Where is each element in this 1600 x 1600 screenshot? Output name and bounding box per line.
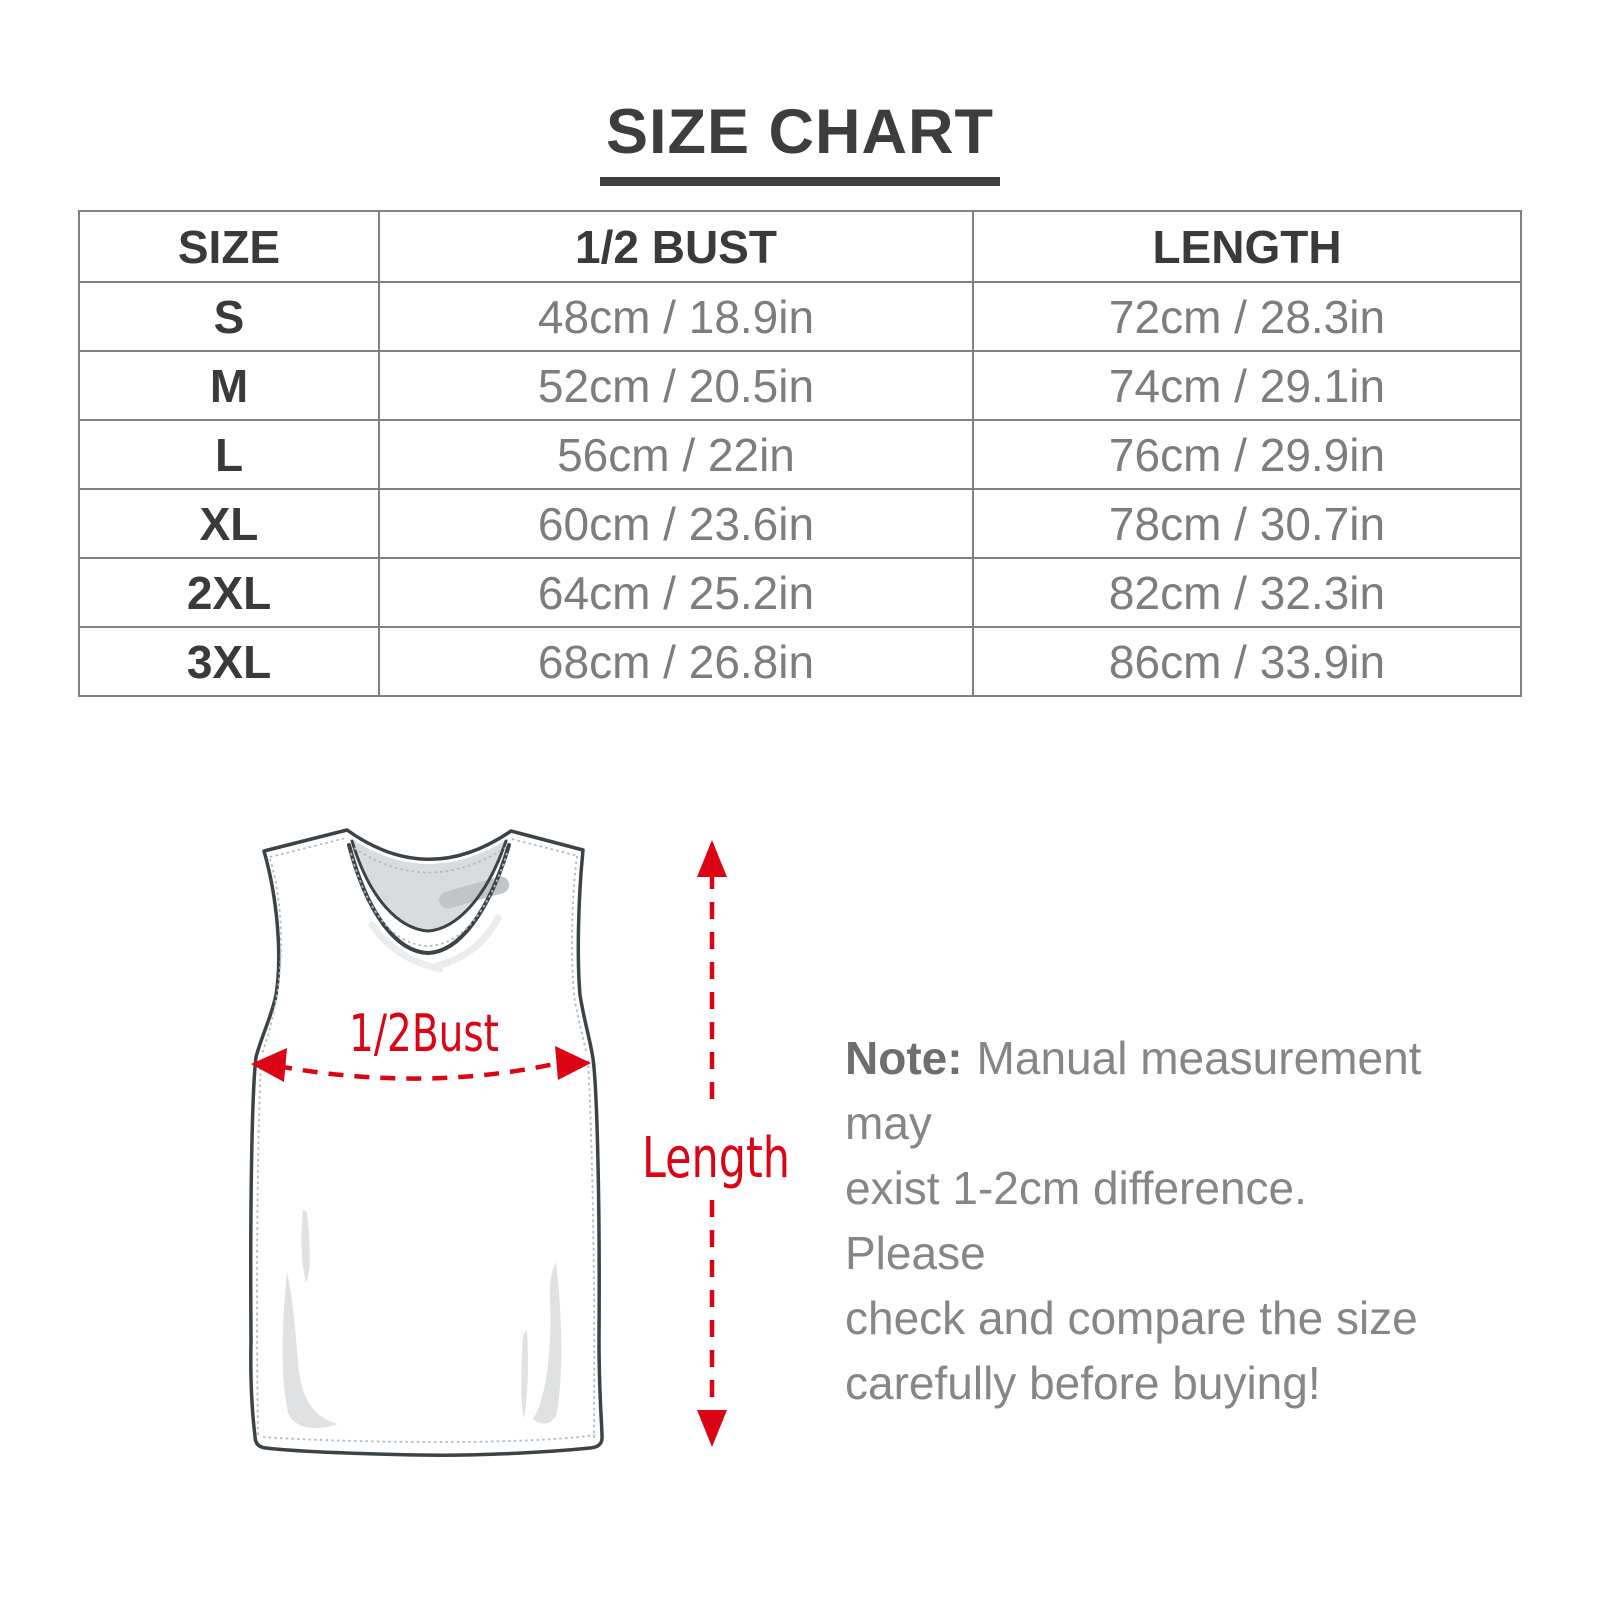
right-side-stitch <box>587 1059 596 1439</box>
table-row: S 48cm / 18.9in 72cm / 28.3in <box>78 281 1522 352</box>
length-value: 82cm / 32.3in <box>972 557 1522 628</box>
note-text: Note: Manual measurement may exist 1-2cm … <box>845 1026 1445 1416</box>
length-value: 74cm / 29.1in <box>972 350 1522 421</box>
wrinkle-bottom-right <box>533 1262 562 1424</box>
length-value: 72cm / 28.3in <box>972 281 1522 352</box>
note-line: check and compare the size <box>845 1292 1418 1344</box>
bust-value: 60cm / 23.6in <box>378 488 974 559</box>
bust-label: 1/2Bust <box>349 1004 499 1064</box>
wrinkle-right-small <box>521 1330 528 1418</box>
page-title: SIZE CHART <box>0 96 1600 186</box>
wrinkle-left-small <box>301 1210 310 1282</box>
table-row: XL 60cm / 23.6in 78cm / 30.7in <box>78 488 1522 559</box>
size-value: XL <box>78 488 380 559</box>
note-line: carefully before buying! <box>845 1357 1321 1409</box>
column-header-bust: 1/2 BUST <box>378 210 974 283</box>
tank-body-outline <box>248 828 604 1457</box>
hem-stitch <box>262 1434 596 1443</box>
left-shoulder-stitch <box>269 837 347 858</box>
collar-shadow-left <box>368 921 444 973</box>
size-value: 2XL <box>78 557 380 628</box>
left-armhole-stitch <box>261 858 282 1055</box>
length-value: 76cm / 29.9in <box>972 419 1522 490</box>
table-header-row: SIZE 1/2 BUST LENGTH <box>78 210 1522 283</box>
neck-inside-fold <box>439 876 510 909</box>
bust-arrow-left-icon <box>251 1048 287 1082</box>
bust-value: 48cm / 18.9in <box>378 281 974 352</box>
length-value: 78cm / 30.7in <box>972 488 1522 559</box>
table-row: 3XL 68cm / 26.8in 86cm / 33.9in <box>78 626 1522 697</box>
note-line: Note: Manual measurement may <box>845 1026 1445 1156</box>
size-value: 3XL <box>78 626 380 697</box>
column-header-size: SIZE <box>78 210 380 283</box>
bust-arrow-right-icon <box>555 1046 591 1080</box>
collar-band-top <box>350 839 508 933</box>
bust-value: 68cm / 26.8in <box>378 626 974 697</box>
tank-top-illustration: 1/2Bust Length <box>248 828 790 1457</box>
column-header-length: LENGTH <box>972 210 1522 283</box>
wrinkle-bottom-left <box>282 1272 338 1429</box>
length-arrow-up-icon <box>697 840 727 877</box>
size-value: M <box>78 350 380 421</box>
size-value: S <box>78 281 380 352</box>
note-label: Note: <box>845 1032 963 1084</box>
size-table: SIZE 1/2 BUST LENGTH S 48cm / 18.9in 72c… <box>78 210 1522 697</box>
table-row: L 56cm / 22in 76cm / 29.9in <box>78 419 1522 490</box>
length-label: Length <box>642 1126 790 1191</box>
size-value: L <box>78 419 380 490</box>
bust-measure-line <box>276 1059 564 1081</box>
page-title-text: SIZE CHART <box>600 96 1000 186</box>
note-line: exist 1-2cm difference. Please <box>845 1162 1307 1279</box>
bust-value: 64cm / 25.2in <box>378 557 974 628</box>
length-value: 86cm / 33.9in <box>972 626 1522 697</box>
collar-shadow-right <box>432 914 502 970</box>
length-arrow-down-icon <box>697 1410 727 1447</box>
table-row: 2XL 64cm / 25.2in 82cm / 32.3in <box>78 557 1522 628</box>
table-row: M 52cm / 20.5in 74cm / 29.1in <box>78 350 1522 421</box>
left-side-stitch <box>256 1061 262 1439</box>
bust-value: 52cm / 20.5in <box>378 350 974 421</box>
bust-value: 56cm / 22in <box>378 419 974 490</box>
note-line-text: Manual measurement may <box>845 1032 1422 1149</box>
